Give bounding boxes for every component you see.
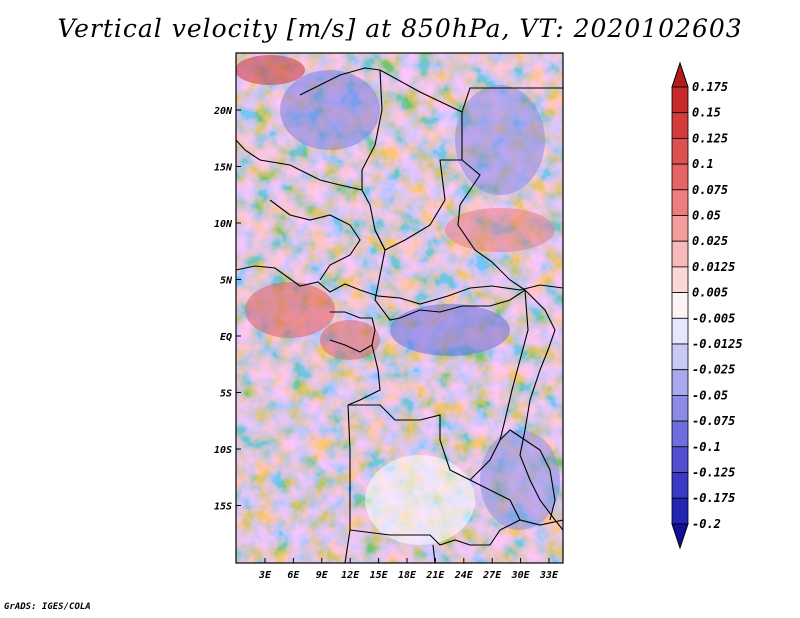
border-chad-west [361, 69, 383, 190]
lon-label: 21E [425, 570, 445, 581]
downdraft-region-sudan [455, 85, 545, 195]
updraft-region-gulf [245, 282, 335, 338]
border-drc-angola [348, 404, 521, 521]
colorbar-swatch [671, 137, 689, 165]
colorbar-label: 0.1 [692, 157, 714, 171]
updraft-region-gabon [320, 320, 380, 360]
lon-label: 24E [454, 570, 474, 581]
colorbar-label: -0.2 [692, 517, 721, 531]
colorbar-swatch [671, 394, 689, 422]
lat-label: 5S [220, 389, 232, 400]
colorbar-swatch [671, 189, 689, 216]
border-cameroon-car [374, 229, 401, 321]
colorbar-label: -0.1 [692, 440, 721, 454]
colorbar-top-extension [671, 61, 689, 88]
lon-label: 33E [539, 570, 559, 581]
colorbar-label: 0.075 [692, 183, 728, 197]
colorbar-bottom-extension [671, 523, 689, 550]
colorbar-label: 0.0125 [692, 260, 735, 274]
colorbar-label: 0.005 [692, 286, 728, 300]
border-gabon [329, 311, 376, 353]
lat-label: EQ [220, 332, 232, 343]
border-congo-drc [347, 344, 381, 406]
colorbar-label: -0.0125 [692, 337, 743, 351]
colorbar-label: -0.075 [692, 414, 735, 428]
colorbar-swatch [671, 163, 689, 191]
colorbar-swatch [671, 86, 689, 114]
angola-coastline [344, 404, 351, 563]
colorbar-swatch [671, 240, 689, 268]
downdraft-region-sahel [280, 70, 380, 150]
west-africa-coastline [236, 265, 563, 305]
lon-label: 15E [370, 570, 389, 581]
lon-label: 9E [316, 570, 329, 581]
velocity-field-features [236, 55, 560, 545]
longitude-axis: 3E 6E 9E 12E 15E 18E 21E 24E 27E 30E 33E [258, 558, 559, 581]
colorbar-label: -0.175 [692, 491, 735, 505]
border-drc-car [399, 289, 526, 319]
downdraft-region-congo [390, 304, 510, 356]
lat-label: 5N [220, 276, 233, 287]
colorbar-label: 0.05 [692, 209, 721, 223]
colorbar-swatch [671, 292, 689, 319]
colorbar-label: 0.025 [692, 234, 728, 248]
colorbar-swatch [671, 317, 689, 345]
colorbar-label: 0.15 [692, 106, 721, 120]
lat-label: 20N [213, 106, 233, 117]
border-sudan-car [457, 159, 526, 291]
border-east-africa [519, 289, 563, 531]
lat-label: 15N [214, 163, 233, 174]
map-panel: 20N 15N 10N 5N EQ 5S 10S 15S 3E 6E 9E 12E 15E 18E 21E… [213, 52, 564, 581]
border-angola-namibia [349, 529, 490, 546]
colorbar-swatch [671, 472, 689, 499]
lon-label: 18E [398, 570, 417, 581]
colorbar-swatch [671, 266, 689, 293]
lat-label: 10S [214, 445, 232, 456]
border-egypt-sudan [461, 87, 563, 113]
colorbar-label: -0.05 [692, 388, 728, 402]
colorbar-swatch [671, 446, 689, 473]
colorbar-swatch [671, 420, 689, 448]
lon-label: 30E [511, 570, 531, 581]
colorbar-swatch [671, 112, 689, 139]
colorbar-swatch [671, 215, 689, 242]
colorbar: 0.175 0.15 0.125 0.1 0.075 0.05 0.025 0.0125 0.0… [671, 61, 743, 550]
weak-region-angola [365, 455, 475, 545]
lon-label: 12E [341, 570, 360, 581]
border-nigeria-cameroon [269, 199, 361, 281]
colorbar-swatch [671, 343, 689, 371]
border-niger-chad [236, 67, 463, 251]
border-zambia-zimbabwe [489, 519, 563, 546]
colorbar-label: -0.025 [692, 363, 735, 377]
colorbar-label: -0.005 [692, 311, 735, 325]
lake-malawi-region [499, 429, 556, 521]
downdraft-region-zambia [480, 430, 560, 530]
chart-title: Vertical velocity [m/s] at 850hPa, VT: 2… [57, 14, 743, 43]
border-namibia-botswana [432, 544, 436, 563]
lat-label: 10N [214, 219, 233, 230]
colorbar-swatch [671, 369, 689, 396]
colorbar-label: -0.125 [692, 466, 735, 480]
border-drc-east [469, 289, 529, 481]
map-frame [235, 52, 564, 564]
updraft-region-north [236, 55, 305, 85]
colorbar-swatch [671, 497, 689, 525]
lon-label: 3E [258, 570, 272, 581]
country-borders [236, 67, 563, 563]
colorbar-label: 0.125 [692, 131, 728, 145]
footer-credit: GrADS: IGES/COLA [4, 602, 91, 612]
lon-label: 6E [287, 570, 300, 581]
colorbar-label: 0.175 [692, 80, 728, 94]
lon-label: 27E [482, 570, 502, 581]
updraft-region-south-sudan [445, 208, 555, 252]
lat-label: 15S [214, 502, 232, 513]
latitude-axis: 20N 15N 10N 5N EQ 5S 10S 15S [213, 106, 241, 513]
